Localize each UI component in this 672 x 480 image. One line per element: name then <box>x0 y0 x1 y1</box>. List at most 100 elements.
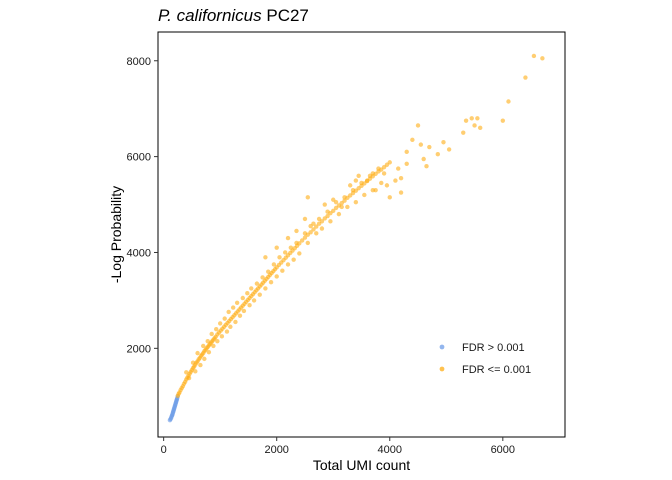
data-point <box>308 230 313 235</box>
data-point <box>328 219 333 224</box>
data-point <box>297 251 302 256</box>
y-tick-label: 2000 <box>127 343 151 355</box>
data-point <box>331 208 336 213</box>
data-point <box>387 160 392 165</box>
data-point <box>376 166 381 171</box>
data-point <box>435 152 441 157</box>
data-point <box>230 305 236 310</box>
data-point <box>190 360 196 365</box>
data-point <box>211 343 216 349</box>
y-tick-label: 6000 <box>127 152 151 164</box>
data-point <box>294 240 299 246</box>
plot-panel-border <box>157 31 566 438</box>
data-point <box>233 319 238 325</box>
data-point <box>195 350 200 356</box>
data-point <box>387 195 392 200</box>
data-point <box>331 197 336 202</box>
y-tick-label: 4000 <box>127 247 151 259</box>
data-point <box>463 118 469 123</box>
data-point <box>398 175 404 181</box>
data-point <box>370 171 376 176</box>
data-point <box>316 216 322 222</box>
data-point <box>271 262 277 267</box>
data-point <box>245 291 250 296</box>
data-point <box>325 209 330 214</box>
data-point <box>302 235 308 240</box>
chart-title-italic: P. californicus <box>158 6 262 25</box>
data-point <box>421 156 426 162</box>
data-point <box>280 268 285 273</box>
data-point <box>277 255 282 260</box>
data-point <box>291 257 296 262</box>
data-point <box>302 216 308 222</box>
data-point <box>274 245 279 250</box>
data-point <box>478 125 483 131</box>
legend-key <box>439 344 445 350</box>
data-point <box>241 308 247 314</box>
data-point <box>184 370 189 375</box>
data-point <box>531 53 537 59</box>
data-point <box>201 343 206 349</box>
data-point <box>311 221 316 226</box>
data-point <box>228 324 233 329</box>
data-point <box>322 202 327 207</box>
data-point <box>285 262 291 267</box>
x-tick-label: 4000 <box>378 444 402 456</box>
data-point <box>427 144 432 150</box>
data-point <box>314 231 319 236</box>
data-point <box>249 286 254 291</box>
y-axis-title: -Log Probability <box>108 186 124 283</box>
x-tick-label: 6000 <box>491 444 515 456</box>
data-point <box>325 213 330 219</box>
data-point <box>247 303 252 308</box>
legend-label: FDR <= 0.001 <box>462 364 531 376</box>
data-point <box>424 164 429 169</box>
chart-title: P. californicus PC27 <box>158 6 309 25</box>
data-point <box>254 281 260 286</box>
data-point <box>288 245 294 250</box>
data-point <box>446 147 452 152</box>
data-point <box>441 140 446 145</box>
data-point <box>345 204 350 210</box>
data-point <box>398 190 404 195</box>
data-point <box>202 356 207 362</box>
data-point <box>384 183 390 188</box>
data-point <box>214 326 219 332</box>
data-point <box>353 178 359 183</box>
data-point <box>356 173 361 178</box>
data-point <box>540 56 545 61</box>
data-point <box>263 255 268 260</box>
legend-label: FDR > 0.001 <box>462 342 525 354</box>
y-tick-label: 8000 <box>127 56 151 68</box>
data-point <box>469 116 474 121</box>
data-point <box>266 269 271 274</box>
data-point <box>237 313 243 318</box>
data-point <box>206 349 212 355</box>
data-point <box>217 321 223 326</box>
data-point <box>319 226 325 231</box>
data-point <box>305 195 310 200</box>
data-point <box>209 331 214 337</box>
data-point <box>302 231 308 236</box>
data-point <box>268 279 274 285</box>
data-point <box>305 240 310 246</box>
data-point <box>224 329 230 334</box>
x-axis-title: Total UMI count <box>313 457 410 473</box>
data-point <box>336 211 342 217</box>
data-point <box>222 316 227 321</box>
data-point <box>193 369 198 374</box>
data-point <box>263 286 268 291</box>
data-point <box>339 204 344 210</box>
points-layer <box>167 53 545 423</box>
data-point <box>215 338 220 344</box>
data-point <box>353 199 359 205</box>
data-point <box>404 149 409 155</box>
data-point <box>186 375 192 381</box>
data-point <box>373 187 378 193</box>
data-point <box>475 116 480 121</box>
data-point <box>364 178 370 183</box>
data-point <box>314 224 319 229</box>
y-axis-ticks: 2000 4000 6000 8000 <box>127 56 158 355</box>
legend-key <box>439 366 445 372</box>
